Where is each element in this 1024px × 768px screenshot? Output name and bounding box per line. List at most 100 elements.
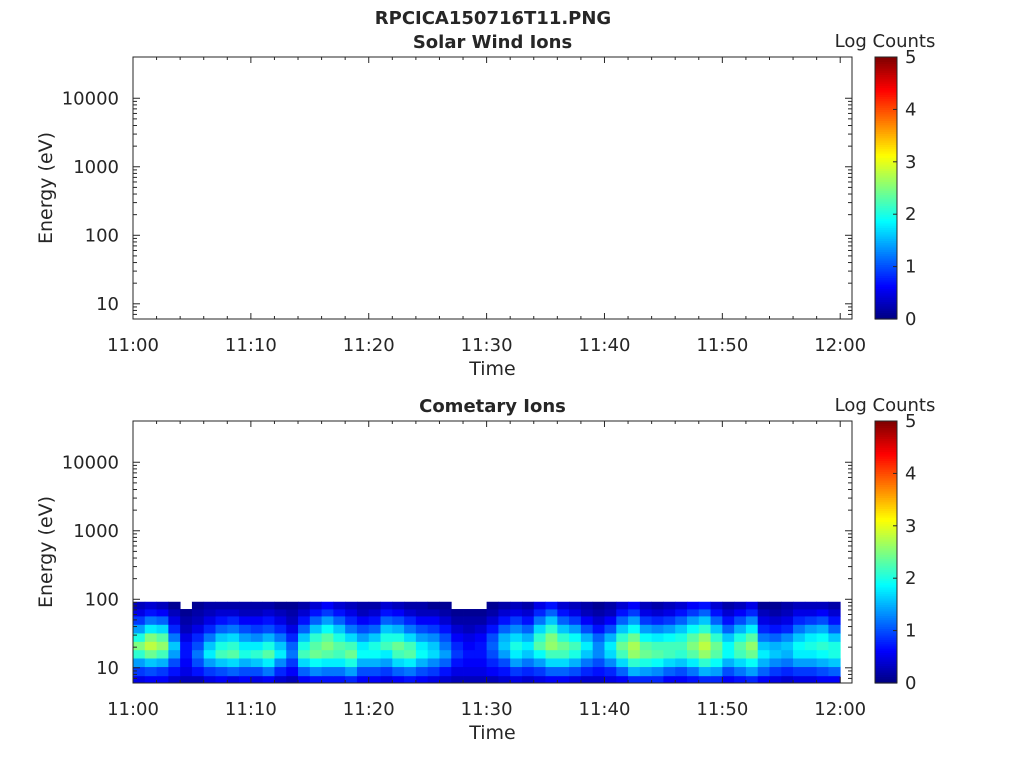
heatmap-cell [227, 624, 240, 634]
heatmap-cell [804, 675, 818, 684]
heatmap-cell [734, 601, 747, 610]
heatmap-cell [262, 609, 275, 617]
heatmap-cell [533, 666, 546, 677]
heatmap-cell [722, 601, 735, 610]
colorbar-segment [875, 192, 897, 196]
y-tick-label: 10 [96, 658, 119, 679]
heatmap-cell [451, 658, 464, 668]
heatmap-cell [156, 609, 169, 617]
heatmap-cell [804, 616, 818, 625]
heatmap-cell [521, 666, 535, 677]
heatmap-cell [144, 666, 157, 677]
heatmap-cell [286, 633, 299, 642]
heatmap-cells [133, 601, 841, 684]
heatmap-cell [203, 641, 216, 651]
heatmap-cell [474, 641, 488, 651]
y-axis-label: Energy (eV) [35, 496, 57, 608]
colorbar-segment [875, 562, 897, 566]
colorbar-segment [875, 586, 897, 590]
colorbar-segment [875, 155, 897, 159]
heatmap-cell [415, 649, 429, 659]
colorbar-tick-label: 2 [905, 568, 916, 589]
panel-title: Cometary Ions [419, 396, 566, 417]
heatmap-cell [250, 633, 264, 642]
heatmap-cell [569, 616, 582, 625]
colorbar-segment [875, 273, 897, 276]
heatmap-cell [380, 624, 393, 634]
colorbar-segment [875, 455, 897, 459]
heatmap-cell [227, 641, 240, 651]
heatmap-cell [203, 658, 216, 668]
heatmap-cell [498, 633, 511, 642]
heatmap-cell [486, 624, 499, 634]
heatmap-cell [686, 675, 700, 684]
heatmap-cell [191, 658, 205, 668]
heatmap-cell [757, 641, 770, 651]
heatmap-cell [274, 649, 287, 659]
heatmap-cell [368, 609, 381, 617]
colorbar-segment [875, 521, 897, 525]
heatmap-cell [580, 633, 594, 642]
colorbar-segment [875, 545, 897, 549]
heatmap-cell [675, 633, 688, 642]
heatmap-cell [486, 675, 499, 684]
panel-title: Solar Wind Ions [413, 32, 572, 53]
heatmap-cell [710, 624, 723, 634]
colorbar-tick-label: 5 [905, 47, 916, 68]
colorbar-segment [875, 76, 897, 80]
heatmap-cell [392, 658, 405, 668]
heatmap-cell [345, 641, 358, 651]
heatmap-cell [781, 666, 794, 677]
heatmap-cell [239, 675, 252, 684]
heatmap-cell [333, 616, 346, 625]
heatmap-cell [510, 633, 523, 642]
heatmap-cell [710, 658, 723, 668]
heatmap-cell [628, 641, 641, 651]
colorbar-tick-label: 0 [905, 309, 916, 330]
heatmap-cell [569, 641, 582, 651]
colorbar-segment [875, 260, 897, 263]
colorbar-segment [875, 91, 897, 95]
heatmap-cell [250, 624, 264, 634]
heatmap-cell [262, 666, 275, 677]
heatmap-cell [545, 616, 558, 625]
heatmap-cell [710, 666, 723, 677]
heatmap-cell [415, 666, 429, 677]
heatmap-cell [439, 658, 452, 668]
colorbar-segment [875, 67, 897, 71]
colorbar-segment [875, 482, 897, 485]
heatmap-cell [309, 624, 322, 634]
heatmap-cell [486, 641, 499, 651]
colorbar-segment [875, 314, 897, 318]
heatmap-cell [439, 649, 452, 659]
heatmap-cell [321, 601, 334, 610]
heatmap-cell [321, 658, 334, 668]
heatmap-cell [427, 658, 440, 668]
colorbar-segment [875, 124, 897, 128]
heatmap-cell [698, 649, 711, 659]
heatmap-cell [592, 658, 605, 668]
colorbar-segment [875, 628, 897, 632]
heatmap-cell [651, 649, 664, 659]
colorbar-segment [875, 201, 897, 204]
colorbar-segment [875, 447, 897, 450]
colorbar-segment [875, 279, 897, 283]
heatmap-cell [793, 649, 806, 659]
colorbar-segment [875, 473, 897, 477]
heatmap-cell [380, 609, 393, 617]
colorbar-segment [875, 676, 897, 680]
colorbar-segment [875, 194, 897, 198]
heatmap-cell [427, 675, 440, 684]
heatmap-cell [533, 649, 546, 659]
heatmap-cell [804, 666, 818, 677]
heatmap-cell [781, 658, 794, 668]
colorbar-segment [875, 159, 897, 163]
heatmap-cell [639, 658, 653, 668]
colorbar-segment [875, 131, 897, 135]
heatmap-cell [286, 658, 299, 668]
heatmap-cell [769, 649, 782, 659]
heatmap-cell [592, 666, 605, 677]
colorbar-segment [875, 621, 897, 625]
heatmap-cell [804, 641, 818, 651]
heatmap-cell [498, 641, 511, 651]
